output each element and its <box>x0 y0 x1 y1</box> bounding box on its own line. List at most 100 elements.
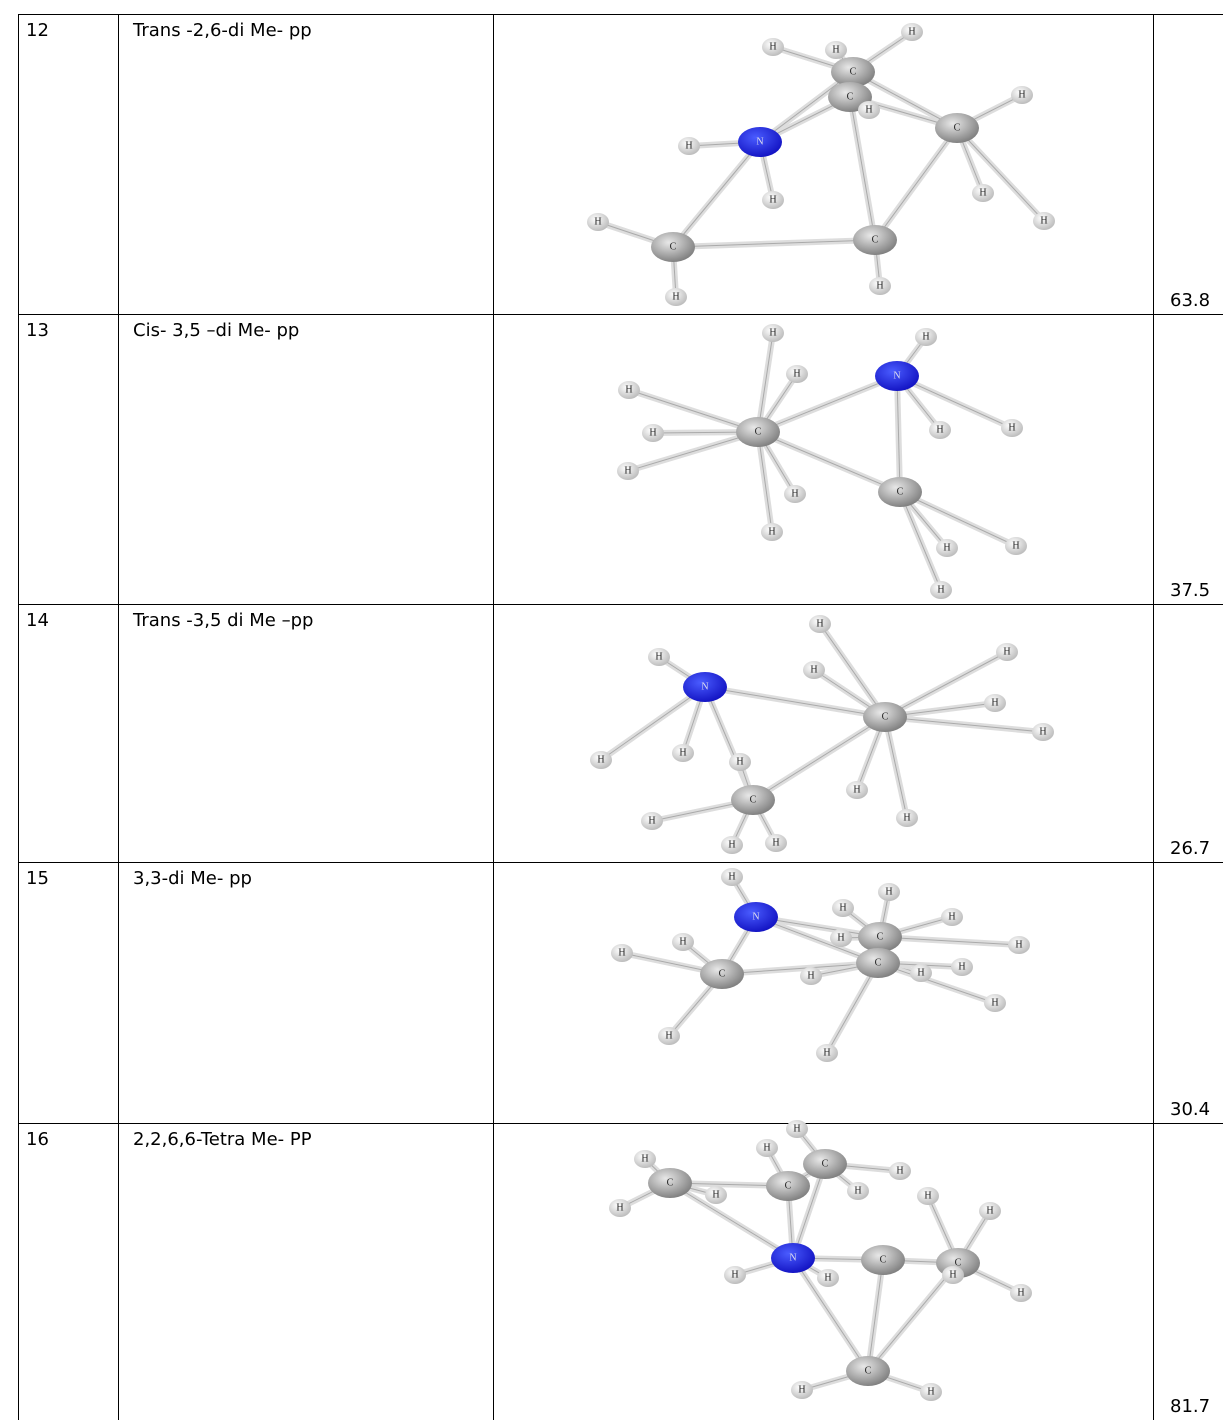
atom-label: H <box>594 216 601 227</box>
compound-name: Trans -3,5 di Me –pp <box>132 610 313 631</box>
page: {"table": {"rows": [ {"no": "12", "name"… <box>0 0 1223 1420</box>
atom-label: H <box>839 902 846 913</box>
table: 12Trans -2,6-di Me- pp63.8HHHCCHHCHNHHHH… <box>0 0 1223 1420</box>
atom-label: H <box>917 967 924 978</box>
atom-label: H <box>948 911 955 922</box>
atom-label: H <box>769 41 776 52</box>
compound-name: Cis- 3,5 –di Me- pp <box>133 320 299 341</box>
atom-label: H <box>885 886 892 897</box>
atom-label: H <box>649 427 656 438</box>
atom-label: N <box>701 681 708 692</box>
atom-label: C <box>880 1254 887 1265</box>
atom-label: H <box>824 1272 831 1283</box>
atom-label: C <box>667 1177 674 1188</box>
atom-label: H <box>823 1047 830 1058</box>
atom-label: C <box>897 486 904 497</box>
atom-label: H <box>793 1123 800 1134</box>
atom-label: H <box>685 140 692 151</box>
value: 26.7 <box>1170 838 1210 859</box>
atom-label: C <box>865 1365 872 1376</box>
atom-label: N <box>789 1252 796 1263</box>
atom-label: C <box>877 931 884 942</box>
molecule: HHHCHCCHHHHHNCCHHHHCHH <box>609 1120 1032 1401</box>
atom-label: H <box>624 465 631 476</box>
atom-label: H <box>672 291 679 302</box>
atom-label: H <box>807 970 814 981</box>
atom-label: H <box>958 961 965 972</box>
atom-label: H <box>679 936 686 947</box>
atom-label: H <box>1003 646 1010 657</box>
atom-label: H <box>816 618 823 629</box>
atom-label: H <box>769 194 776 205</box>
atom-label: H <box>763 1142 770 1153</box>
atom-label: H <box>865 104 872 115</box>
atom-label: H <box>712 1189 719 1200</box>
atom-label: H <box>991 697 998 708</box>
atom-label: H <box>936 424 943 435</box>
atom-label: H <box>655 651 662 662</box>
atom-label: H <box>728 871 735 882</box>
bond <box>875 128 957 240</box>
atom-label: H <box>853 784 860 795</box>
value: 63.8 <box>1170 290 1210 311</box>
atom-label: H <box>922 331 929 342</box>
atom-label: H <box>768 526 775 537</box>
atom-label: H <box>641 1153 648 1164</box>
atom-label: H <box>937 584 944 595</box>
atom-label: H <box>772 837 779 848</box>
atom-label: C <box>872 234 879 245</box>
compound-name: Trans -2,6-di Me- pp <box>132 20 312 41</box>
bond <box>820 624 885 717</box>
atom-label: H <box>1040 215 1047 226</box>
atom-label: N <box>752 911 759 922</box>
atom-label: H <box>832 44 839 55</box>
molecule: HHHCCHHCHNHHHHCCHH <box>587 23 1055 306</box>
compound-name: 3,3-di Me- pp <box>133 868 252 889</box>
atom-label: C <box>882 711 889 722</box>
atom-label: H <box>1008 422 1015 433</box>
atom-label: H <box>679 747 686 758</box>
atom-label: H <box>986 1205 993 1216</box>
atom-label: H <box>876 280 883 291</box>
bond <box>885 717 907 818</box>
atom-label: H <box>736 756 743 767</box>
atom-label: H <box>665 1030 672 1041</box>
atom-label: C <box>875 957 882 968</box>
compound-name: 2,2,6,6-Tetra Me- PP <box>133 1129 312 1150</box>
atom-label: H <box>597 754 604 765</box>
atom-label: N <box>756 136 763 147</box>
atom-label: H <box>837 932 844 943</box>
atom-label: C <box>719 968 726 979</box>
row-number: 14 <box>26 610 49 631</box>
atom-label: H <box>1017 1287 1024 1298</box>
atom-label: H <box>769 327 776 338</box>
atom-label: H <box>616 1202 623 1213</box>
atom-label: H <box>810 664 817 675</box>
atom-label: H <box>793 368 800 379</box>
atom-label: H <box>1015 939 1022 950</box>
atom-label: C <box>785 1180 792 1191</box>
row-number: 15 <box>26 868 49 889</box>
atom-label: H <box>979 187 986 198</box>
molecule: HHNHHHHHCHCHHCHHHH <box>611 868 1030 1062</box>
atom-label: C <box>750 794 757 805</box>
atom-label: H <box>625 384 632 395</box>
atom-label: H <box>896 1165 903 1176</box>
atom-label: H <box>903 812 910 823</box>
atom-label: C <box>755 426 762 437</box>
atom-label: H <box>1039 726 1046 737</box>
atom-label: H <box>728 839 735 850</box>
atom-label: H <box>854 1185 861 1196</box>
atom-label: H <box>618 947 625 958</box>
atom-label: H <box>1018 89 1025 100</box>
bond <box>673 142 760 247</box>
atom-label: H <box>731 1269 738 1280</box>
bond <box>957 128 1044 221</box>
value: 37.5 <box>1170 580 1210 601</box>
atom-label: H <box>943 542 950 553</box>
atom-label: H <box>949 1269 956 1280</box>
atom-label: C <box>670 241 677 252</box>
row-number: 13 <box>26 320 49 341</box>
atom-label: C <box>822 1158 829 1169</box>
